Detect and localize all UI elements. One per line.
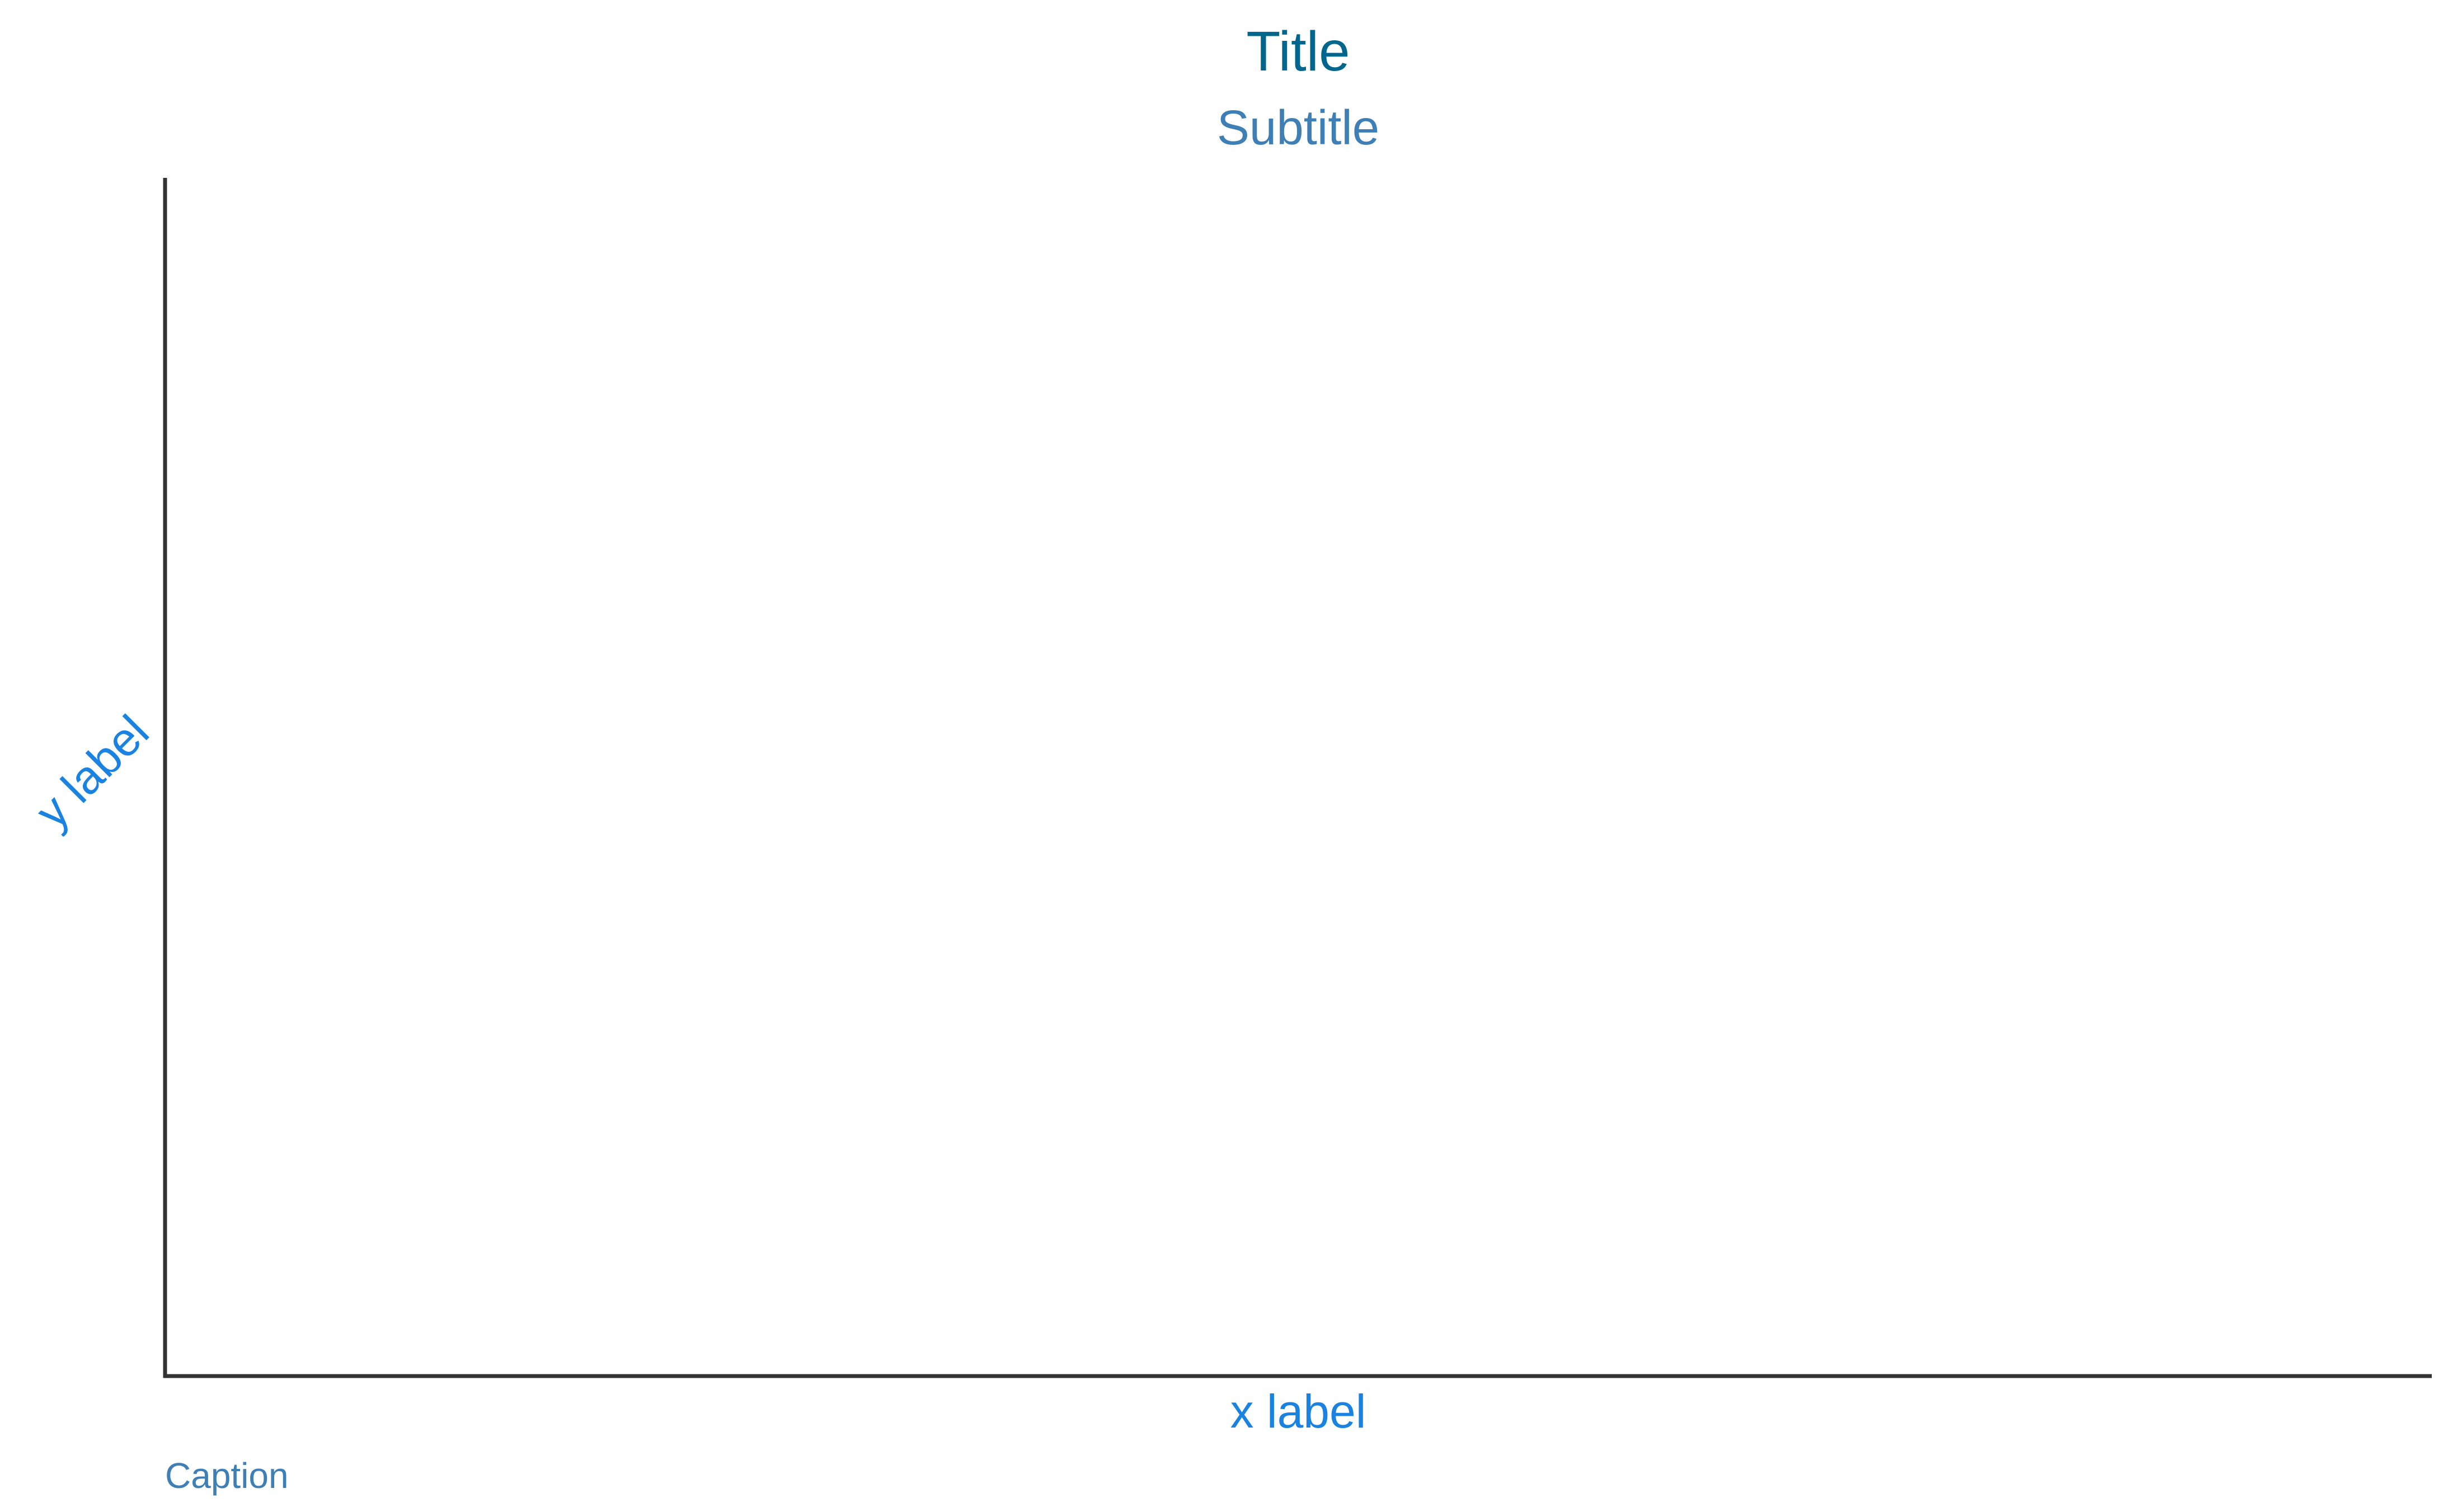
chart-subtitle: Subtitle: [1217, 101, 1379, 155]
chart-title: Title: [1246, 20, 1350, 83]
x-axis-label: x label: [1230, 1385, 1366, 1438]
chart-caption: Caption: [165, 1456, 289, 1496]
